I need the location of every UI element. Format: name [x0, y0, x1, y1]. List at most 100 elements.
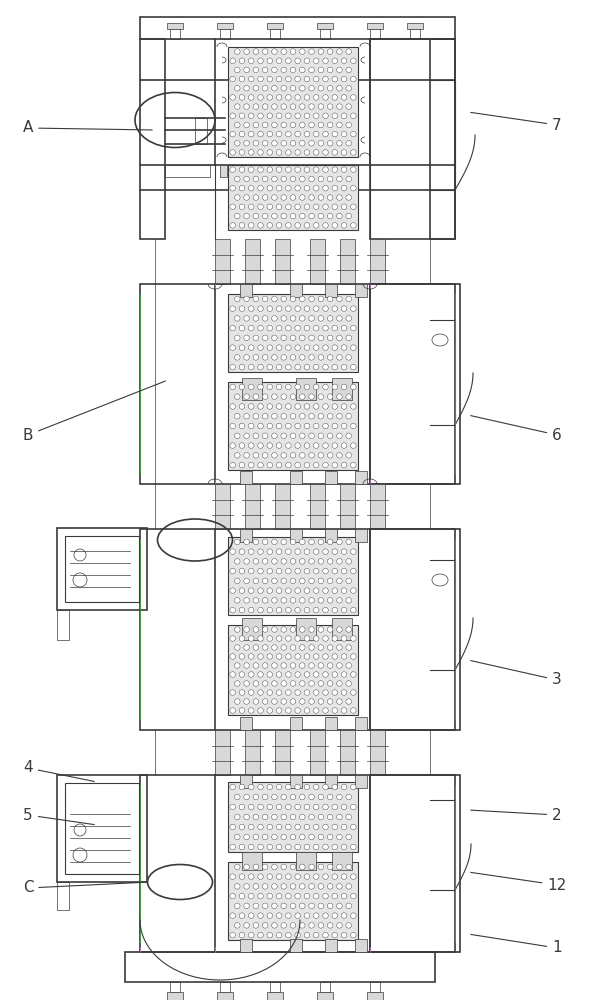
- Circle shape: [249, 443, 254, 448]
- Circle shape: [230, 874, 236, 879]
- Circle shape: [318, 104, 323, 109]
- Circle shape: [295, 167, 300, 172]
- Circle shape: [262, 67, 268, 73]
- Circle shape: [258, 443, 263, 448]
- Bar: [270, 982, 280, 992]
- Bar: [310, 730, 325, 775]
- Circle shape: [286, 204, 291, 210]
- Circle shape: [290, 176, 296, 182]
- Circle shape: [249, 404, 254, 409]
- Circle shape: [249, 932, 254, 938]
- Circle shape: [276, 76, 282, 82]
- Circle shape: [276, 443, 282, 448]
- Circle shape: [258, 204, 263, 210]
- Circle shape: [327, 681, 333, 686]
- Circle shape: [309, 394, 315, 399]
- Circle shape: [323, 932, 328, 938]
- Circle shape: [244, 539, 249, 545]
- Circle shape: [337, 699, 342, 704]
- Circle shape: [230, 76, 236, 82]
- Circle shape: [253, 413, 259, 419]
- Circle shape: [318, 903, 323, 909]
- Circle shape: [318, 213, 323, 219]
- Circle shape: [341, 607, 347, 613]
- Circle shape: [230, 404, 236, 409]
- Circle shape: [272, 453, 277, 458]
- Text: 1: 1: [471, 934, 562, 956]
- Circle shape: [341, 874, 347, 879]
- Circle shape: [299, 140, 305, 146]
- Circle shape: [341, 588, 347, 593]
- Bar: [275, 239, 290, 284]
- Circle shape: [332, 404, 337, 409]
- Circle shape: [346, 864, 352, 870]
- Circle shape: [346, 104, 352, 109]
- Circle shape: [313, 58, 319, 64]
- Circle shape: [332, 58, 337, 64]
- Circle shape: [267, 708, 273, 713]
- Circle shape: [304, 443, 310, 448]
- Circle shape: [327, 814, 333, 820]
- Text: A: A: [23, 120, 152, 135]
- Circle shape: [332, 462, 337, 468]
- Bar: [355, 471, 367, 484]
- Circle shape: [230, 549, 236, 554]
- Circle shape: [295, 672, 300, 677]
- Circle shape: [304, 690, 310, 695]
- Circle shape: [244, 413, 249, 419]
- Circle shape: [249, 607, 254, 613]
- Circle shape: [309, 213, 315, 219]
- Circle shape: [309, 627, 315, 632]
- Circle shape: [253, 140, 259, 146]
- Circle shape: [249, 345, 254, 350]
- Circle shape: [327, 794, 333, 800]
- Circle shape: [350, 131, 356, 137]
- Circle shape: [313, 607, 319, 613]
- Circle shape: [337, 794, 342, 800]
- Circle shape: [286, 804, 291, 810]
- Circle shape: [281, 539, 286, 545]
- Circle shape: [244, 923, 249, 928]
- Circle shape: [341, 76, 347, 82]
- Circle shape: [272, 213, 277, 219]
- Circle shape: [332, 824, 337, 830]
- Circle shape: [323, 636, 328, 641]
- Circle shape: [313, 404, 319, 409]
- Text: 7: 7: [471, 112, 562, 132]
- Circle shape: [323, 325, 328, 331]
- Circle shape: [262, 884, 268, 889]
- Circle shape: [286, 185, 291, 191]
- Circle shape: [332, 95, 337, 100]
- Circle shape: [337, 213, 342, 219]
- Circle shape: [295, 345, 300, 350]
- Bar: [296, 618, 316, 640]
- Circle shape: [290, 923, 296, 928]
- Bar: [430, 39, 455, 239]
- Circle shape: [341, 824, 347, 830]
- Circle shape: [309, 122, 315, 128]
- Circle shape: [286, 404, 291, 409]
- Circle shape: [323, 364, 328, 370]
- Circle shape: [350, 824, 356, 830]
- Circle shape: [337, 884, 342, 889]
- Circle shape: [258, 672, 263, 677]
- Circle shape: [267, 423, 273, 429]
- Circle shape: [267, 690, 273, 695]
- Circle shape: [318, 864, 323, 870]
- Circle shape: [281, 627, 286, 632]
- Circle shape: [337, 903, 342, 909]
- Circle shape: [299, 598, 305, 603]
- Circle shape: [337, 453, 342, 458]
- Circle shape: [249, 131, 254, 137]
- Circle shape: [276, 423, 282, 429]
- Circle shape: [304, 824, 310, 830]
- Circle shape: [346, 85, 352, 91]
- Circle shape: [249, 568, 254, 574]
- Circle shape: [258, 607, 263, 613]
- Circle shape: [295, 204, 300, 210]
- Circle shape: [327, 663, 333, 668]
- Circle shape: [313, 113, 319, 119]
- Circle shape: [262, 316, 268, 321]
- Circle shape: [318, 195, 323, 200]
- Circle shape: [337, 834, 342, 840]
